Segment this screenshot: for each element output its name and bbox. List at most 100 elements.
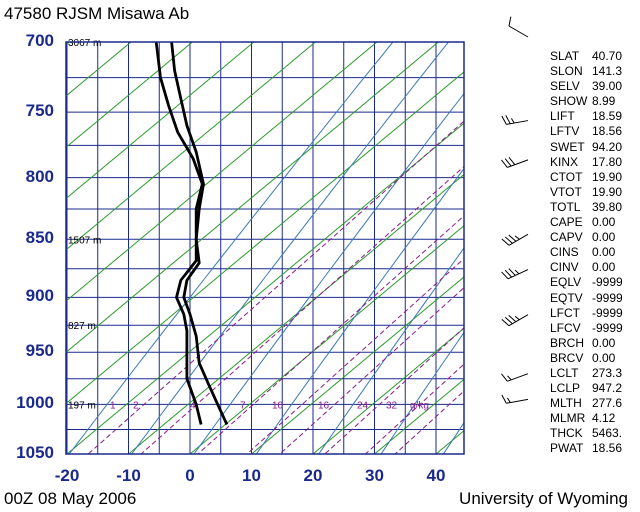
skewed-isotherm [66, 42, 255, 200]
index-key: LCLP [550, 381, 581, 396]
mixing-ratio-line [87, 120, 464, 454]
index-key: CAPE [550, 215, 583, 230]
stability-indices: SLAT 40.70 SLON 141.3 SELV 39.00 SHOW 8.99 LIFT 1… [550, 49, 623, 457]
index-value: 0.00 [592, 350, 616, 365]
wind-barb [501, 268, 529, 280]
index-key: THCK [550, 426, 583, 441]
index-key: LCLT [550, 365, 579, 380]
wind-barb [501, 394, 529, 404]
wind-barb [508, 16, 529, 38]
index-row: PWAT 18.56 [550, 441, 623, 456]
index-row: EQTV -9999 [550, 291, 623, 306]
index-row: SHOW 8.99 [550, 94, 623, 109]
index-value: 19.90 [592, 169, 623, 184]
index-key: BRCV [550, 350, 584, 365]
index-row: CAPE 0.00 [550, 215, 623, 230]
temperature-tick-label: -20 [54, 466, 80, 485]
skewed-isotherm [66, 71, 464, 405]
mixing-ratio-label: 10 [272, 400, 284, 411]
skewed-isotherm [66, 42, 378, 302]
index-value: 0.00 [592, 215, 616, 230]
index-value: 277.6 [592, 396, 623, 411]
index-row: LFCT -9999 [550, 306, 623, 321]
index-key: LFCT [550, 305, 580, 320]
dry-adiabat [131, 42, 449, 454]
index-value: 0.00 [592, 260, 616, 275]
index-row: LCLP 947.2 [550, 381, 623, 396]
dry-adiabat [68, 42, 394, 454]
mixing-ratio-label: 32 [386, 400, 398, 411]
index-value: 17.80 [592, 154, 623, 169]
index-value: 0.00 [592, 230, 616, 245]
index-value: 273.3 [592, 365, 623, 380]
pressure-tick-label: 1000 [16, 393, 54, 413]
observation-time: 00Z 08 May 2006 [4, 489, 137, 508]
dry-adiabat [631, 42, 640, 454]
index-value: 18.56 [592, 124, 623, 139]
index-key: LFCV [550, 320, 581, 335]
temperature-profile [170, 42, 229, 426]
index-key: SLAT [550, 49, 580, 63]
index-value: 141.3 [592, 64, 623, 79]
dry-adiabat [193, 92, 464, 454]
pressure-tick-label: 950 [25, 341, 54, 361]
index-value: -9999 [592, 290, 623, 305]
index-value: 40.70 [592, 49, 623, 63]
index-row: CINV 0.00 [550, 260, 623, 275]
index-key: CINS [550, 245, 579, 260]
mixing-ratio-label: 16 [318, 400, 330, 411]
pressure-tick-label: 800 [25, 166, 54, 186]
index-key: SLON [550, 64, 583, 79]
height-label: 1507 m [68, 235, 101, 246]
mixing-ratio-line [246, 258, 464, 454]
index-value: 947.2 [592, 381, 623, 396]
index-value: -9999 [592, 275, 623, 290]
dry-adiabat [255, 167, 464, 454]
wind-barb [501, 233, 529, 246]
index-value: 39.00 [592, 79, 623, 94]
temperature-tick-label: 30 [365, 466, 384, 485]
index-value: 5463. [592, 426, 623, 441]
index-key: EQLV [550, 275, 582, 290]
index-row: CINS 0.00 [550, 245, 623, 260]
mixing-ratio-label: 7 [240, 400, 246, 411]
chart-title: 47580 RJSM Misawa Ab [4, 4, 190, 23]
index-key: LIFT [550, 109, 575, 124]
index-row: SELV 39.00 [550, 79, 623, 94]
mixing-ratio-line [197, 215, 464, 454]
wind-barb [501, 314, 529, 327]
dry-adiabat [380, 331, 464, 454]
mixing-ratio-label: 4 [190, 400, 196, 411]
wind-barbs [501, 16, 529, 404]
height-label: 3067 m [68, 38, 101, 49]
index-value: 94.20 [592, 139, 623, 154]
index-row: VTOT 19.90 [550, 185, 623, 200]
index-row: SLON 141.3 [550, 64, 623, 79]
mixing-ratio-line [140, 165, 464, 454]
skewed-isotherm [312, 327, 464, 454]
index-row: SWET 94.20 [550, 140, 623, 155]
mixing-ratio-label: 24 [357, 400, 369, 411]
index-row: KINX 17.80 [550, 155, 623, 170]
index-row: CAPV 0.00 [550, 230, 623, 245]
index-row: THCK 5463. [550, 426, 623, 441]
pressure-tick-label: 750 [25, 101, 54, 121]
grid-layer [66, 41, 464, 455]
skewed-isotherm [66, 122, 464, 454]
index-row: TOTL 39.80 [550, 200, 623, 215]
index-row: LFCV -9999 [550, 321, 623, 336]
index-key: MLMR [550, 411, 586, 426]
pressure-tick-label: 850 [25, 228, 54, 248]
temperature-tick-label: 0 [185, 466, 195, 485]
mixing-ratio-label: g/kg [410, 400, 429, 411]
pressure-tick-label: 900 [25, 286, 54, 306]
index-key: SWET [550, 139, 585, 154]
temperature-tick-label: 20 [303, 466, 323, 485]
dewpoint-profile [154, 42, 204, 425]
index-key: LFTV [550, 124, 580, 139]
wind-barb [501, 115, 529, 125]
index-row: EQLV -9999 [550, 275, 623, 290]
skewed-isotherm [66, 42, 316, 251]
